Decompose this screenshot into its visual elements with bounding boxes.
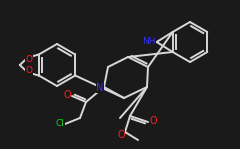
- Text: O: O: [149, 116, 157, 126]
- Text: N: N: [96, 83, 104, 93]
- Text: NH: NH: [142, 38, 156, 46]
- Text: O: O: [25, 66, 32, 75]
- Text: Cl: Cl: [56, 119, 64, 128]
- Text: O: O: [25, 55, 32, 64]
- Text: O: O: [63, 90, 71, 100]
- Text: O: O: [117, 130, 125, 140]
